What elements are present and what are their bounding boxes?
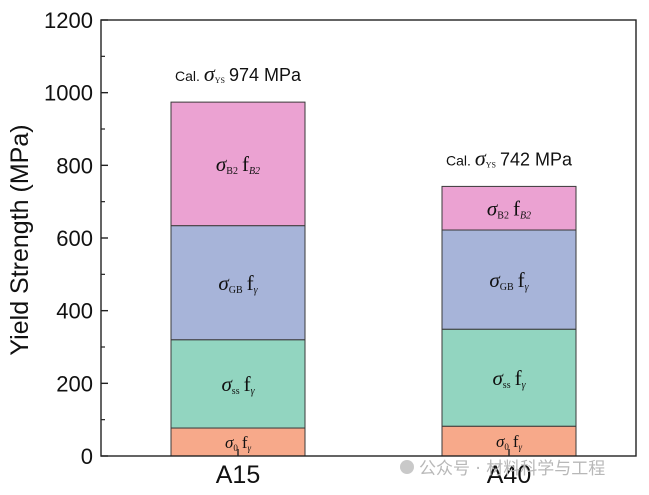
segment-f-sub: B2 [520, 211, 531, 222]
segment-label-a15-3: σB2 fB2 [216, 152, 260, 177]
bar-segment-a40-3 [441, 185, 577, 231]
y-tick-label-200: 200 [56, 371, 93, 396]
y-tick-label-0: 0 [81, 444, 93, 469]
segment-sigma: σ [221, 372, 233, 396]
segment-sigma: σ [225, 433, 234, 452]
x-axis-layer: A15 A40 [216, 449, 531, 489]
segment-label-a15-1: σss fγ [221, 372, 255, 397]
segment-sigma: σ [487, 197, 499, 221]
segment-sigma: σ [218, 271, 230, 295]
y-tick-label-600: 600 [56, 226, 93, 251]
annotation-value: 742 MPa [500, 149, 573, 169]
segment-label-a15-0: σ0 fγ [225, 433, 252, 453]
bar-segment-a40-1 [441, 328, 577, 427]
total-annotation-a15: Cal. σYS 974 MPa [175, 61, 302, 86]
bar-segment-a40-2 [441, 229, 577, 330]
annotation-sigma-sub: YS [486, 160, 496, 169]
segment-f-sub: γ [254, 285, 259, 296]
segment-f: f [513, 197, 520, 221]
segment-label-a40-2: σGB fγ [489, 268, 529, 293]
y-tick-label-1000: 1000 [44, 81, 93, 106]
bar-segment-a15-3 [170, 101, 306, 227]
segment-sigma-sub: 0 [504, 442, 509, 452]
y-tick-label-400: 400 [56, 299, 93, 324]
segment-sigma-sub: ss [503, 380, 511, 391]
watermark-layer: 公众号 · 材料科学与工程 [400, 459, 605, 479]
annotation-sigma: σ [204, 61, 216, 86]
segment-f: f [242, 433, 248, 452]
annotation-prefix: Cal. [175, 68, 200, 84]
y-axis-title: Yield Strength (MPa) [6, 124, 34, 355]
x-tick-label-a15: A15 [216, 461, 260, 489]
x-tick-label-a40: A40 [487, 461, 531, 489]
segment-sigma-sub: B2 [497, 211, 509, 222]
annotation-sigma-sub: YS [215, 76, 225, 85]
segment-f: f [242, 152, 249, 176]
segment-label-a40-0: σ0 fγ [496, 432, 523, 452]
segment-f-sub: γ [519, 442, 523, 452]
segment-f-sub: γ [251, 386, 256, 397]
segment-sigma: σ [496, 432, 505, 451]
y-tick-label-800: 800 [56, 153, 93, 178]
y-axis-layer: 0 200 400 600 800 1000 1200 Yield Strength (MPa… [6, 8, 108, 469]
segment-sigma-sub: GB [500, 282, 514, 293]
segment-f-sub: γ [525, 282, 530, 293]
segment-label-a15-2: σGB fγ [218, 271, 258, 296]
segment-sigma-sub: GB [229, 285, 243, 296]
annotation-value: 974 MPa [229, 65, 302, 85]
y-tick-label-1200: 1200 [44, 8, 93, 33]
annotation-prefix: Cal. [446, 152, 471, 168]
segment-f: f [247, 271, 254, 295]
bar-segment-a15-2 [170, 225, 306, 341]
bars-layer [170, 101, 577, 457]
segment-sigma: σ [216, 152, 228, 176]
segment-sigma-sub: 0 [233, 443, 238, 453]
segment-f-sub: γ [522, 380, 527, 391]
watermark-text: 公众号 · 材料科学与工程 [419, 459, 605, 479]
segment-sigma-sub: ss [232, 386, 240, 397]
segment-f: f [515, 366, 522, 390]
segment-sigma: σ [492, 366, 504, 390]
segment-f: f [244, 372, 251, 396]
segment-sigma-sub: B2 [226, 166, 238, 177]
segment-f: f [518, 268, 525, 292]
segment-label-a40-1: σss fγ [492, 366, 526, 391]
segment-label-a40-3: σB2 fB2 [487, 197, 531, 222]
segment-f-sub: B2 [249, 166, 260, 177]
segment-sigma: σ [489, 268, 501, 292]
total-annotation-a40: Cal. σYS 742 MPa [446, 145, 573, 170]
segment-f-sub: γ [248, 443, 252, 453]
wechat-icon [400, 460, 414, 474]
annotation-sigma: σ [475, 145, 487, 170]
bar-segment-a15-1 [170, 339, 306, 429]
segment-f: f [513, 432, 519, 451]
